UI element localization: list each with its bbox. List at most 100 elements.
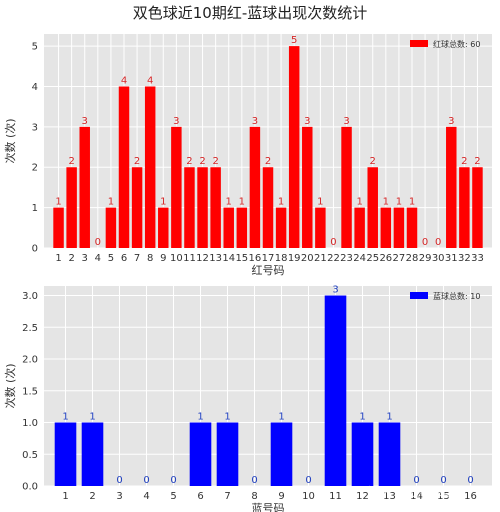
red-bar	[118, 86, 130, 248]
blue-y-axis-label: 次数 (次)	[3, 363, 17, 408]
red-bar	[210, 167, 221, 248]
red-legend-text: 红球总数: 60	[433, 39, 480, 49]
blue-bar	[378, 422, 401, 486]
red-data-label: 3	[343, 116, 349, 127]
red-data-label: 2	[186, 156, 192, 167]
blue-x-tick-label: 7	[224, 491, 230, 502]
red-bar	[184, 167, 195, 248]
red-data-label: 1	[160, 197, 166, 208]
red-bar	[262, 167, 274, 248]
red-x-tick-label: 24	[353, 253, 366, 264]
red-bar	[472, 167, 483, 248]
red-x-tick-label: 15	[235, 253, 248, 264]
blue-bar	[189, 422, 212, 486]
red-data-label: 1	[409, 197, 415, 208]
red-x-tick-label: 28	[406, 253, 419, 264]
red-x-tick-label: 5	[108, 253, 114, 264]
blue-y-tick-label: 0.5	[22, 450, 38, 461]
red-bar	[223, 207, 234, 248]
red-x-tick-label: 19	[288, 253, 301, 264]
blue-data-label: 1	[359, 412, 365, 423]
blue-legend-text: 蓝球总数: 10	[433, 291, 480, 301]
red-data-label: 1	[55, 197, 61, 208]
red-x-tick-label: 29	[419, 253, 432, 264]
blue-x-tick-label: 4	[143, 491, 149, 502]
red-bar	[406, 207, 418, 248]
blue-data-label: 0	[467, 475, 473, 486]
blue-data-label: 1	[278, 412, 284, 423]
red-x-tick-label: 13	[209, 253, 222, 264]
blue-data-label: 0	[170, 475, 176, 486]
red-x-tick-label: 26	[379, 253, 392, 264]
red-x-tick-label: 4	[95, 253, 101, 264]
blue-x-tick-label: 14	[410, 491, 423, 502]
red-x-tick-label: 31	[445, 253, 458, 264]
blue-bar	[81, 422, 104, 486]
red-bar	[131, 167, 143, 248]
red-data-label: 1	[278, 197, 284, 208]
chart-title: 双色球近10期红-蓝球出现次数统计	[133, 4, 368, 22]
blue-x-tick-label: 9	[278, 491, 284, 502]
blue-bar	[216, 422, 239, 486]
red-data-label: 0	[330, 237, 336, 248]
red-data-label: 2	[199, 156, 205, 167]
red-x-tick-label: 18	[275, 253, 288, 264]
red-y-tick-label: 5	[32, 42, 38, 53]
blue-x-tick-label: 11	[329, 491, 342, 502]
red-data-label: 2	[134, 156, 140, 167]
red-data-label: 1	[383, 197, 389, 208]
red-x-tick-label: 30	[432, 253, 445, 264]
red-x-tick-label: 9	[160, 253, 166, 264]
blue-x-tick-label: 8	[251, 491, 257, 502]
red-bar	[158, 207, 169, 248]
red-data-label: 2	[474, 156, 480, 167]
red-bar	[171, 126, 182, 248]
blue-data-label: 1	[386, 412, 392, 423]
red-y-tick-label: 3	[32, 122, 38, 133]
red-data-label: 0	[422, 237, 428, 248]
red-data-label: 4	[147, 75, 153, 86]
red-x-tick-label: 20	[301, 253, 314, 264]
red-bar	[367, 167, 378, 248]
red-y-tick-label: 2	[32, 163, 38, 174]
red-x-axis-label: 红号码	[252, 264, 285, 277]
red-bar	[288, 46, 300, 249]
blue-data-label: 0	[440, 475, 446, 486]
red-x-tick-label: 3	[82, 253, 88, 264]
red-data-label: 3	[82, 116, 88, 127]
red-x-tick-label: 1	[55, 253, 61, 264]
blue-y-tick-label: 1.0	[22, 418, 38, 429]
red-bar	[380, 207, 392, 248]
red-x-tick-label: 12	[196, 253, 209, 264]
blue-data-label: 0	[305, 475, 311, 486]
red-legend-swatch	[410, 40, 428, 47]
red-x-tick-label: 16	[249, 253, 262, 264]
blue-data-label: 0	[413, 475, 419, 486]
red-x-tick-label: 14	[222, 253, 235, 264]
blue-data-label: 1	[197, 412, 203, 423]
red-bar	[105, 207, 117, 248]
red-bar	[79, 126, 90, 248]
red-x-tick-label: 2	[68, 253, 74, 264]
red-bar	[393, 207, 405, 248]
blue-data-label: 3	[332, 285, 338, 296]
red-x-tick-label: 17	[262, 253, 275, 264]
red-bar	[354, 207, 365, 248]
red-bar	[53, 207, 64, 248]
blue-x-tick-label: 12	[356, 491, 369, 502]
red-bar	[249, 126, 261, 248]
red-data-label: 5	[291, 35, 297, 46]
red-bar	[341, 126, 352, 248]
red-x-tick-label: 10	[170, 253, 183, 264]
red-data-label: 1	[239, 197, 245, 208]
blue-x-tick-label: 10	[302, 491, 315, 502]
red-data-label: 2	[68, 156, 74, 167]
blue-y-tick-label: 1.5	[22, 386, 38, 397]
blue-legend-swatch	[410, 292, 428, 299]
red-data-label: 1	[108, 197, 114, 208]
blue-x-tick-label: 2	[89, 491, 95, 502]
red-y-tick-label: 4	[32, 82, 38, 93]
blue-data-label: 1	[62, 412, 68, 423]
red-data-label: 1	[396, 197, 402, 208]
